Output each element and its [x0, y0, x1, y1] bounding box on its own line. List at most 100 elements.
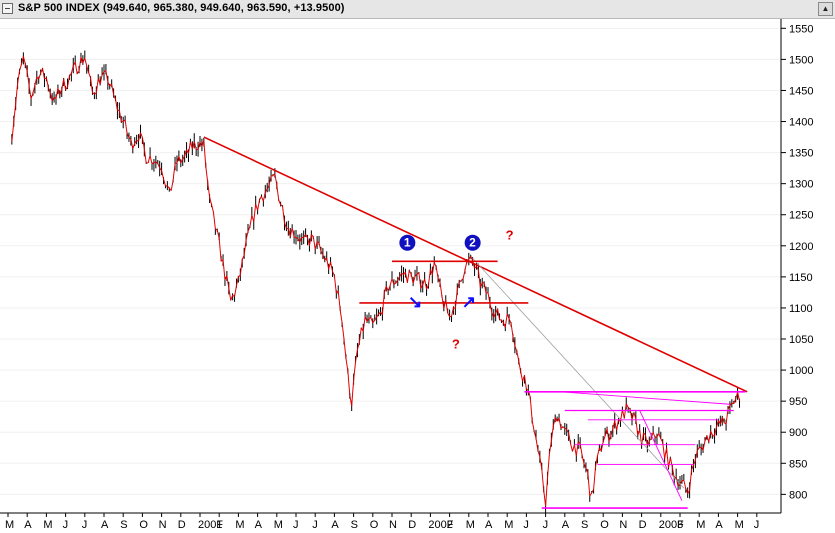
- price-close-line: [230, 295, 234, 301]
- price-close-line: [523, 375, 527, 390]
- price-close-line: [264, 188, 268, 193]
- price-close-line: [140, 132, 143, 138]
- blue-arrow-5: ↗: [462, 293, 476, 312]
- x-tick-label-38: M: [735, 519, 744, 531]
- price-close-line: [451, 307, 454, 317]
- price-close-line: [247, 226, 251, 232]
- price-close-line: [643, 432, 646, 436]
- price-close-line: [477, 269, 481, 288]
- price-close-line: [45, 77, 49, 88]
- price-close-line: [589, 492, 593, 497]
- price-close-line: [408, 270, 412, 275]
- price-close-line: [215, 228, 218, 231]
- price-close-line: [677, 483, 681, 487]
- price-close-line: [675, 477, 679, 487]
- price-close-line: [330, 261, 333, 272]
- price-close-line: [94, 92, 97, 95]
- price-close-line: [92, 92, 95, 95]
- price-close-line: [141, 137, 145, 149]
- price-close-line: [529, 397, 533, 421]
- price-close-line: [491, 312, 495, 318]
- peak-marker-label-2: 2: [469, 236, 476, 250]
- x-tick-label-8: N: [159, 519, 167, 531]
- plot-area: [0, 19, 781, 513]
- price-close-line: [610, 428, 614, 437]
- annotations: 1 2?? ↘ ↗: [399, 227, 514, 351]
- price-close-line: [297, 238, 301, 243]
- price-close-line: [493, 313, 497, 318]
- blue-arrow-4: ↘: [408, 293, 422, 312]
- price-close-line: [55, 87, 59, 99]
- peak-marker-2: [464, 234, 481, 251]
- price-close-line: [587, 472, 591, 497]
- price-close-line: [95, 78, 99, 94]
- x-tick-label-23: F: [447, 519, 454, 531]
- price-close-line: [124, 119, 128, 134]
- price-close-line: [239, 259, 243, 276]
- x-tick-label-0: M: [5, 519, 14, 531]
- fan-line-0: [560, 391, 730, 405]
- price-close-line: [602, 435, 606, 442]
- price-close-line: [51, 96, 55, 102]
- price-close-line: [679, 480, 683, 485]
- x-tick-label-33: D: [639, 519, 647, 531]
- price-close-line: [479, 282, 483, 288]
- price-close-line: [504, 313, 508, 328]
- y-axis: 800 850 900 950 1000 1050 1100 1150 1200 1250 1300…: [781, 23, 813, 501]
- x-tick-label-34: 2003: [659, 519, 683, 531]
- price-close-line: [437, 278, 441, 283]
- price-close-line: [235, 276, 239, 286]
- gridlines: [0, 27, 781, 495]
- price-close-line: [468, 255, 472, 260]
- price-close-line: [694, 450, 698, 461]
- price-close-line: [737, 391, 741, 401]
- price-close-line: [69, 73, 72, 77]
- price-close-line: [372, 320, 376, 324]
- price-close-line: [259, 196, 262, 201]
- price-close-line: [548, 440, 552, 454]
- price-close-line: [662, 442, 666, 459]
- price-close-line: [487, 292, 491, 304]
- y-tick-label-850: 850: [789, 458, 807, 470]
- price-close-line: [710, 430, 714, 436]
- price-close-line: [166, 185, 170, 189]
- price-close-line: [499, 319, 502, 321]
- price-close-line: [600, 441, 604, 452]
- price-close-line: [385, 285, 389, 292]
- price-close-line: [26, 71, 30, 87]
- price-close-line: [351, 380, 355, 407]
- price-close-line: [126, 133, 130, 138]
- x-tick-label-31: O: [600, 519, 609, 531]
- price-close-line: [88, 72, 92, 78]
- system-menu-icon[interactable]: [2, 3, 13, 14]
- price-close-line: [368, 317, 372, 319]
- x-tick-label-39: J: [754, 519, 760, 531]
- price-close-line: [406, 270, 410, 283]
- price-close-line: [226, 275, 230, 289]
- price-close-line: [691, 464, 694, 470]
- price-close-line: [591, 489, 595, 494]
- x-tick-label-32: N: [619, 519, 627, 531]
- price-close-line: [13, 103, 17, 123]
- price-close-line: [696, 447, 700, 451]
- price-close-line: [631, 412, 635, 420]
- x-tick-label-17: A: [331, 519, 339, 531]
- price-close-line: [518, 360, 522, 372]
- price-close-line: [552, 417, 556, 427]
- price-close-line: [203, 140, 207, 167]
- price-close-line: [639, 429, 643, 446]
- price-close-line: [364, 316, 368, 322]
- price-close-line: [80, 56, 84, 64]
- price-close-line: [345, 358, 349, 371]
- price-close-line: [683, 480, 687, 489]
- price-close-line: [312, 236, 316, 250]
- price-close-line: [49, 93, 53, 102]
- price-close-line: [671, 467, 675, 479]
- price-close-line: [353, 362, 357, 381]
- price-close-line: [307, 237, 310, 246]
- price-close-line: [387, 285, 391, 292]
- price-close-line: [358, 327, 362, 343]
- price-close-line: [63, 78, 67, 90]
- scroll-up-button[interactable]: ▲: [818, 2, 833, 16]
